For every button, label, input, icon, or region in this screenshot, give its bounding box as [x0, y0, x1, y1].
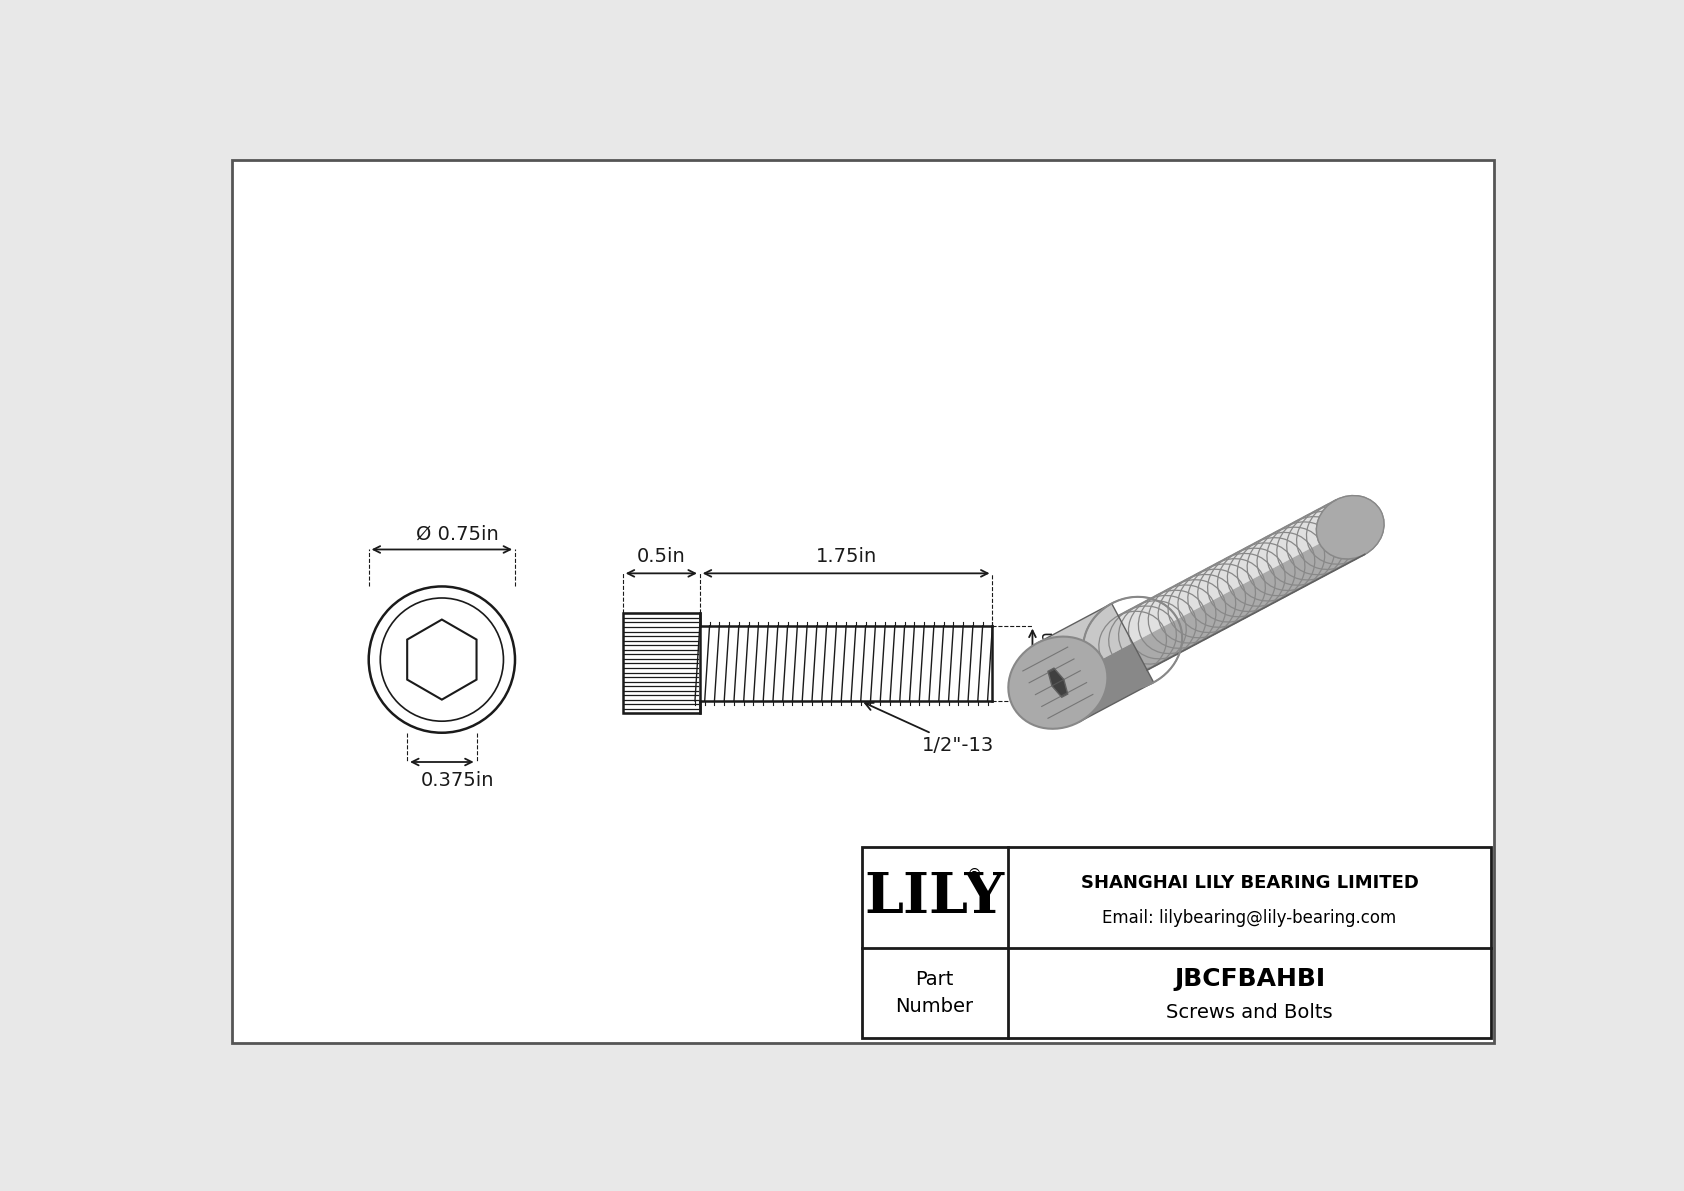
Text: Ø 0.5in: Ø 0.5in	[1039, 631, 1056, 696]
Text: 1.75in: 1.75in	[815, 547, 877, 566]
Bar	[862, 848, 1492, 1039]
Text: LILY: LILY	[864, 869, 1005, 925]
Polygon shape	[1133, 528, 1364, 671]
Text: Part
Number: Part Number	[896, 971, 973, 1016]
Text: ®: ®	[967, 868, 982, 883]
Text: SHANGHAI LILY BEARING LIMITED: SHANGHAI LILY BEARING LIMITED	[1081, 873, 1418, 892]
Text: 1/2"-13: 1/2"-13	[866, 703, 995, 755]
Polygon shape	[1058, 643, 1154, 722]
Text: Email: lilybearing@lily-bearing.com: Email: lilybearing@lily-bearing.com	[1103, 909, 1396, 927]
Circle shape	[369, 586, 515, 732]
Ellipse shape	[1009, 637, 1108, 729]
Bar	[623, 613, 701, 713]
Text: 0.375in: 0.375in	[421, 772, 493, 791]
Text: 0.5in: 0.5in	[637, 547, 685, 566]
Text: JBCFBAHBI: JBCFBAHBI	[1174, 967, 1325, 991]
Polygon shape	[408, 619, 477, 699]
Polygon shape	[1118, 500, 1351, 643]
Polygon shape	[1037, 604, 1133, 682]
Circle shape	[381, 598, 504, 722]
Text: Ø 0.75in: Ø 0.75in	[416, 524, 498, 543]
FancyBboxPatch shape	[232, 160, 1494, 1043]
Ellipse shape	[1317, 495, 1384, 559]
Text: Screws and Bolts: Screws and Bolts	[1167, 1004, 1334, 1023]
Polygon shape	[1047, 668, 1068, 697]
